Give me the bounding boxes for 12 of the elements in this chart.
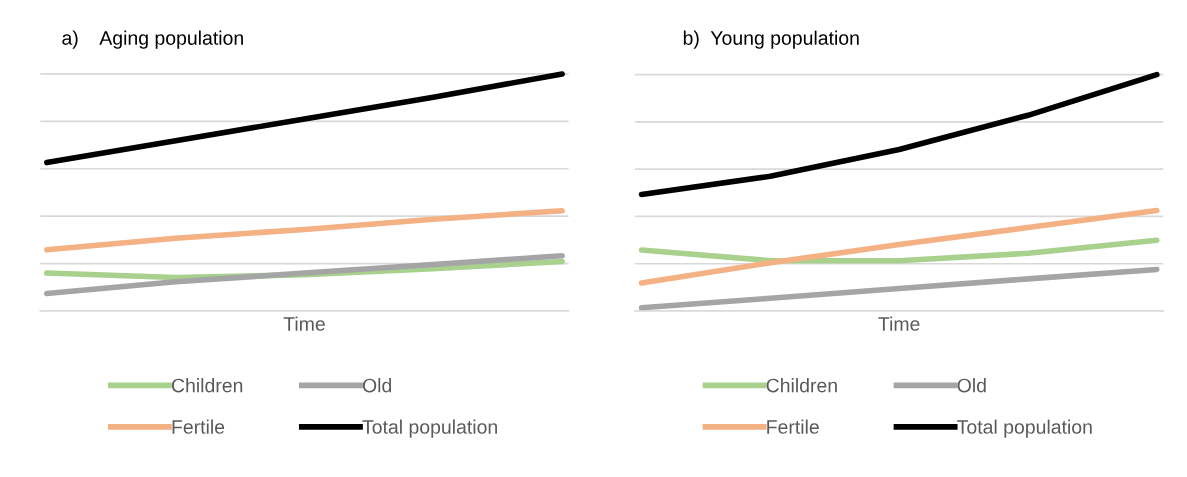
legend-label: Total population [362,419,497,438]
x-axis-title: Time [878,316,920,331]
legend-label: Old [957,378,986,393]
chart-title: a) Aging population [62,30,243,49]
legend-label: Fertile [767,419,819,434]
x-axis-title: Time [283,316,325,331]
legend-label: Children [766,378,837,393]
legend-label: Total population [957,419,1092,438]
legend-label: Fertile [172,419,225,434]
legend-label: Old [362,378,392,393]
chart-title: b) Young population [683,30,859,49]
legend-label: Children [171,378,243,393]
